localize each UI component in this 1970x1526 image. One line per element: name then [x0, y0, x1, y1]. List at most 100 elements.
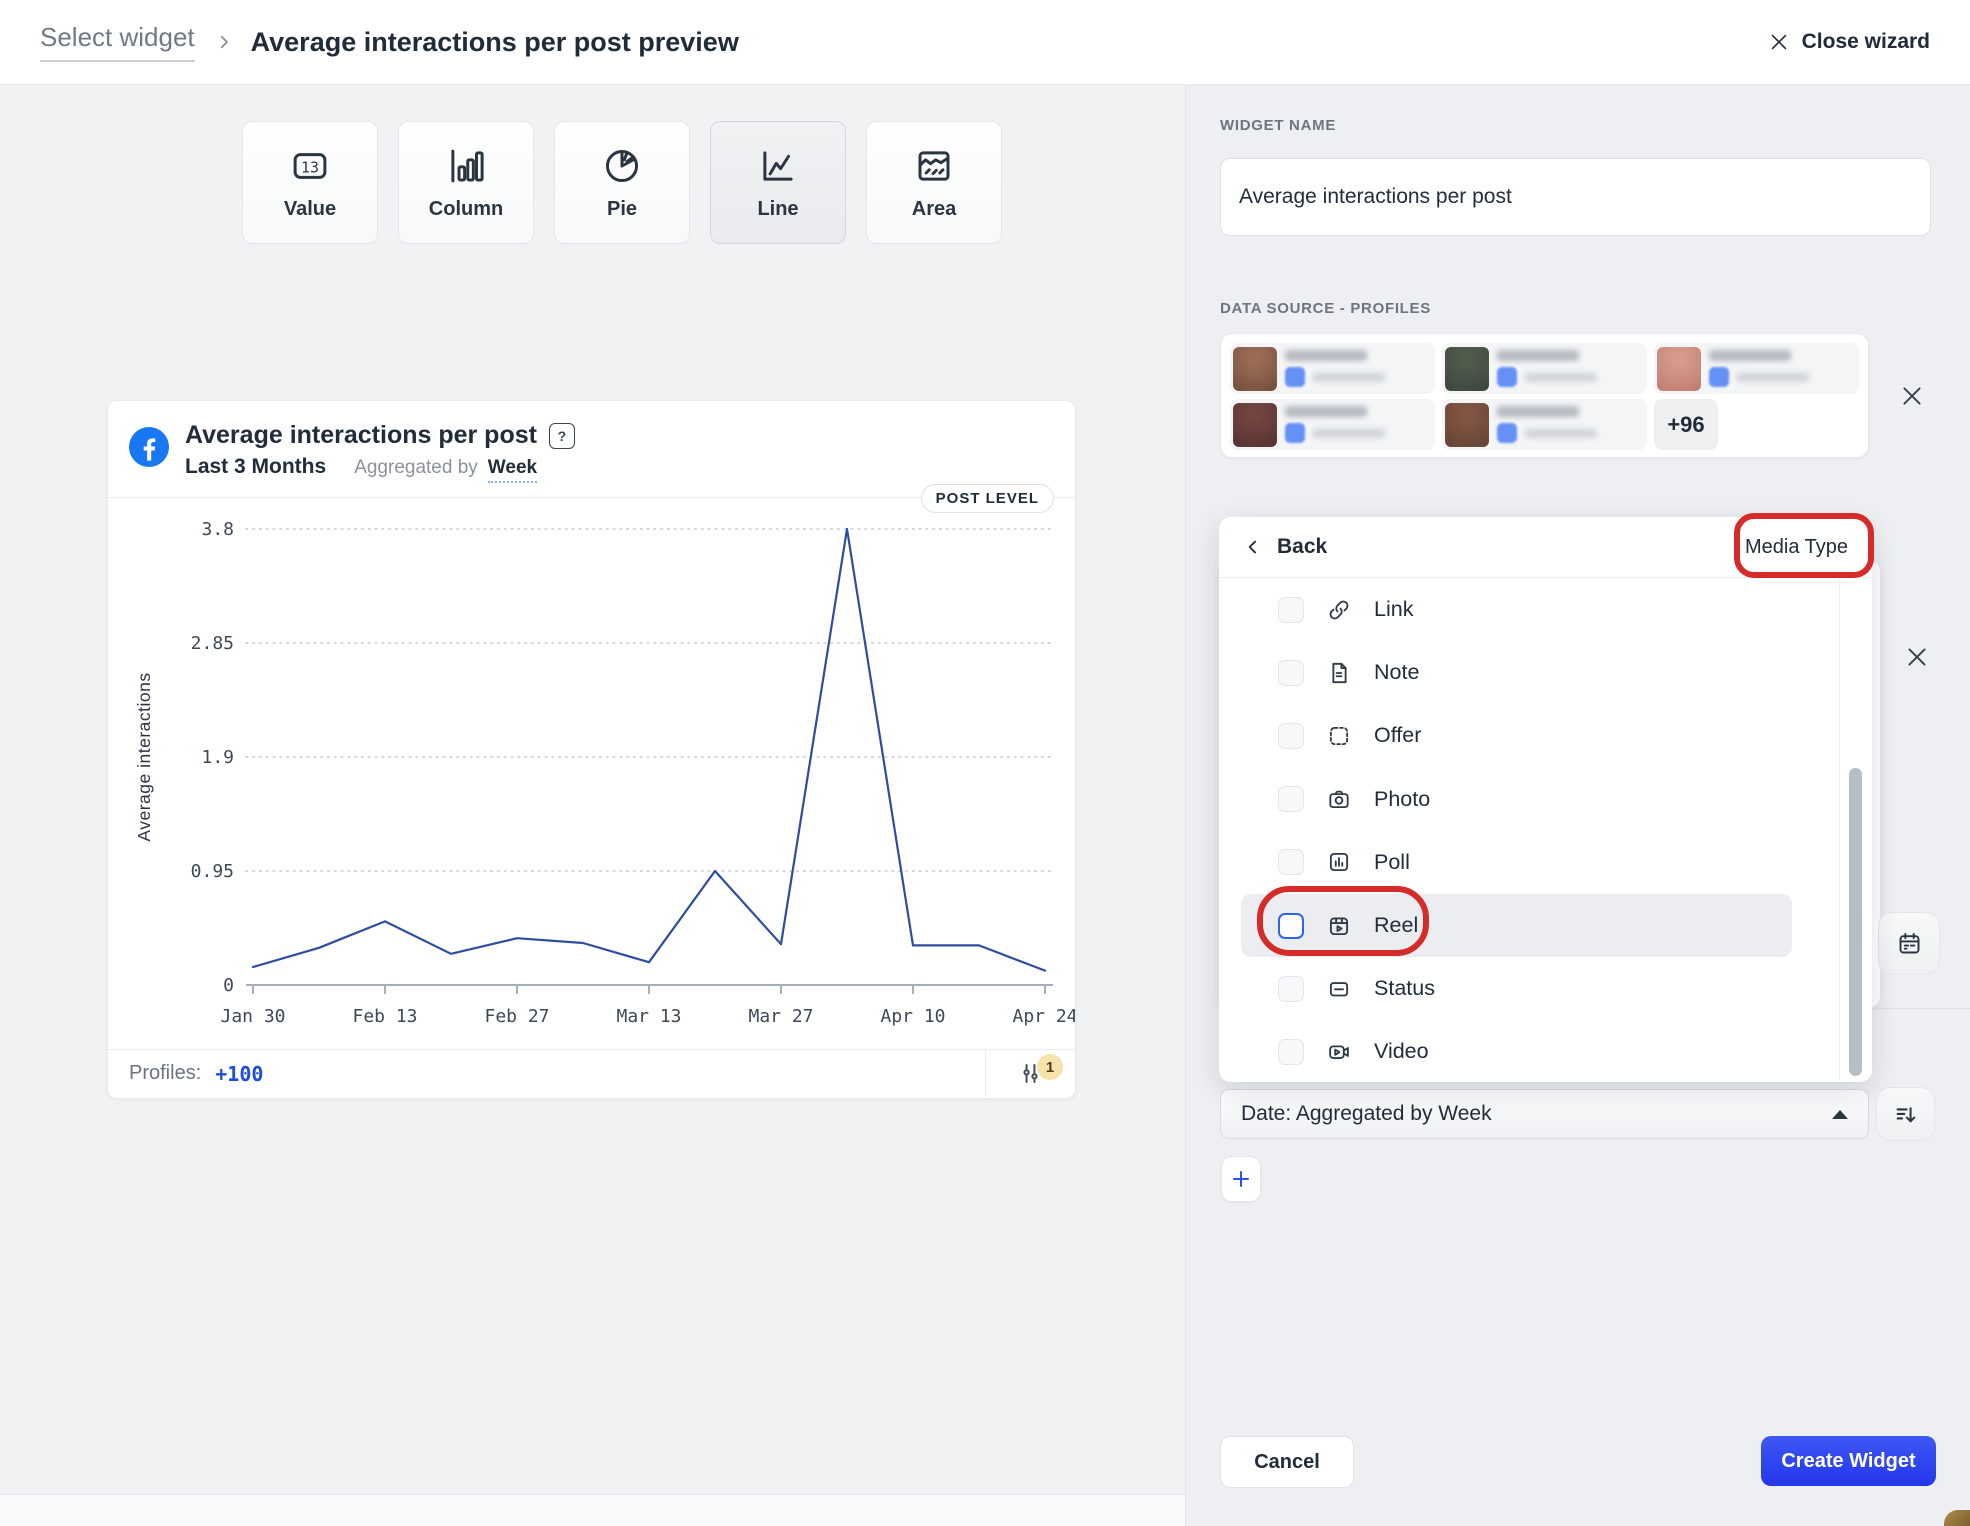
- profile-handle-blurred: [1525, 428, 1597, 438]
- create-widget-button[interactable]: Create Widget: [1761, 1436, 1936, 1486]
- profile-name-blurred: [1285, 406, 1367, 417]
- checkbox[interactable]: [1278, 912, 1304, 939]
- profiles-more-badge: +96: [1654, 399, 1718, 450]
- widget-type-label: Column: [428, 197, 504, 220]
- checkbox[interactable]: [1278, 1038, 1304, 1065]
- widget-type-label: Area: [911, 197, 957, 220]
- scrollbar-thumb[interactable]: [1849, 768, 1862, 1076]
- chart-preview-card: Average interactions per post ? Last 3 M…: [107, 400, 1076, 1099]
- checkbox[interactable]: [1278, 596, 1304, 623]
- svg-text:Feb 13: Feb 13: [352, 1006, 417, 1027]
- profile-chip: [1442, 399, 1647, 450]
- help-icon[interactable]: ?: [548, 422, 575, 449]
- checkbox[interactable]: [1278, 722, 1304, 749]
- date-aggregation-select[interactable]: Date: Aggregated by Week: [1220, 1089, 1869, 1139]
- widget-name-input[interactable]: [1220, 158, 1931, 236]
- media-type-popover: Back Media Type Link Note Offer Photo Poll Re…: [1219, 517, 1872, 1082]
- media-option-note[interactable]: Note: [1219, 641, 1872, 704]
- widget-type-area[interactable]: Area: [866, 121, 1002, 244]
- photo-icon: [1329, 790, 1349, 809]
- media-option-label: Offer: [1374, 723, 1422, 748]
- offer-icon: [1329, 726, 1349, 746]
- poll-icon: [1329, 853, 1349, 872]
- profile-avatar: [1657, 346, 1701, 391]
- date-range-button[interactable]: [1878, 912, 1940, 975]
- aggregation-value-dropdown[interactable]: Week: [487, 457, 538, 483]
- media-option-poll[interactable]: Poll: [1219, 831, 1872, 894]
- close-wizard-label: Close wizard: [1801, 30, 1930, 53]
- pie-icon: [605, 149, 639, 182]
- section-divider: [1862, 1008, 1970, 1009]
- profile-avatar: [1233, 402, 1277, 447]
- media-option-label: Photo: [1374, 786, 1431, 811]
- sort-descending-button[interactable]: [1876, 1087, 1935, 1141]
- calendar-icon: [1899, 932, 1919, 954]
- profile-chip: [1230, 399, 1435, 450]
- svg-text:1.9: 1.9: [201, 747, 234, 768]
- value-icon: 13: [293, 152, 327, 179]
- data-source-label: DATA SOURCE - PROFILES: [1220, 300, 1431, 317]
- profiles-count-link[interactable]: +100: [215, 1061, 264, 1086]
- chart-filters-button[interactable]: 1: [985, 1050, 1075, 1097]
- media-option-video[interactable]: Video: [1219, 1020, 1872, 1083]
- breadcrumb-select-widget[interactable]: Select widget: [40, 22, 195, 62]
- media-option-offer[interactable]: Offer: [1219, 704, 1872, 767]
- checkbox[interactable]: [1278, 659, 1304, 686]
- close-wizard-button[interactable]: Close wizard: [1768, 30, 1930, 54]
- profile-name-blurred: [1497, 350, 1579, 361]
- post-level-badge: POST LEVEL: [920, 484, 1054, 513]
- remove-filter-icon[interactable]: [1904, 644, 1930, 670]
- profile-handle-blurred: [1313, 428, 1385, 438]
- checkbox[interactable]: [1278, 975, 1304, 1002]
- add-filter-button[interactable]: [1221, 1156, 1261, 1202]
- profile-name-blurred: [1709, 350, 1791, 361]
- sliders-icon: [1023, 1064, 1038, 1083]
- left-footer-strip: [0, 1494, 1185, 1526]
- cancel-button[interactable]: Cancel: [1220, 1436, 1354, 1488]
- widget-type-column[interactable]: Column: [398, 121, 534, 244]
- scrollbar-track: [1839, 578, 1840, 1079]
- corner-toast-sliver: [1944, 1510, 1970, 1526]
- wizard-header: Select widget Average interactions per p…: [0, 0, 1970, 85]
- status-icon: [1329, 981, 1349, 997]
- facebook-badge-icon: [1497, 367, 1517, 387]
- svg-text:Mar 27: Mar 27: [748, 1006, 813, 1027]
- profile-name-blurred: [1285, 350, 1367, 361]
- widget-type-line[interactable]: Line: [710, 121, 846, 244]
- back-button[interactable]: Back: [1243, 535, 1327, 559]
- profile-handle-blurred: [1737, 372, 1809, 382]
- reel-icon: [1329, 917, 1349, 935]
- aggregated-by-label: Aggregated by: [354, 457, 478, 478]
- remove-profiles-icon[interactable]: [1899, 383, 1925, 409]
- media-option-link[interactable]: Link: [1219, 578, 1872, 641]
- chart-title: Average interactions per post: [185, 421, 537, 449]
- media-option-label: Status: [1374, 976, 1435, 1001]
- media-type-options: Link Note Offer Photo Poll Reel Status Video: [1219, 578, 1872, 1084]
- svg-text:13: 13: [301, 158, 319, 176]
- svg-text:0.95: 0.95: [191, 861, 234, 882]
- card-divider: [108, 497, 1075, 498]
- facebook-icon: [129, 427, 169, 467]
- widget-type-label: Line: [757, 197, 799, 220]
- widget-type-pie[interactable]: Pie: [554, 121, 690, 244]
- data-source-profiles[interactable]: +96: [1220, 333, 1869, 458]
- media-option-label: Reel: [1374, 913, 1419, 938]
- media-option-photo[interactable]: Photo: [1219, 768, 1872, 831]
- profile-avatar: [1445, 402, 1489, 447]
- media-option-status[interactable]: Status: [1219, 957, 1872, 1020]
- checkbox[interactable]: [1278, 849, 1304, 876]
- facebook-badge-icon: [1285, 367, 1305, 387]
- checkbox[interactable]: [1278, 786, 1304, 813]
- media-option-label: Link: [1374, 597, 1414, 622]
- widget-type-value[interactable]: 13 Value: [242, 121, 378, 244]
- profile-avatar: [1445, 346, 1489, 391]
- svg-text:Apr 10: Apr 10: [880, 1006, 945, 1027]
- sort-descending-icon: [1896, 1106, 1916, 1122]
- video-icon: [1329, 1045, 1349, 1059]
- svg-text:Feb 27: Feb 27: [484, 1006, 549, 1027]
- svg-text:0: 0: [223, 975, 234, 996]
- svg-text:2.85: 2.85: [191, 633, 234, 654]
- note-icon: [1332, 662, 1347, 683]
- media-option-reel[interactable]: Reel: [1219, 893, 1872, 958]
